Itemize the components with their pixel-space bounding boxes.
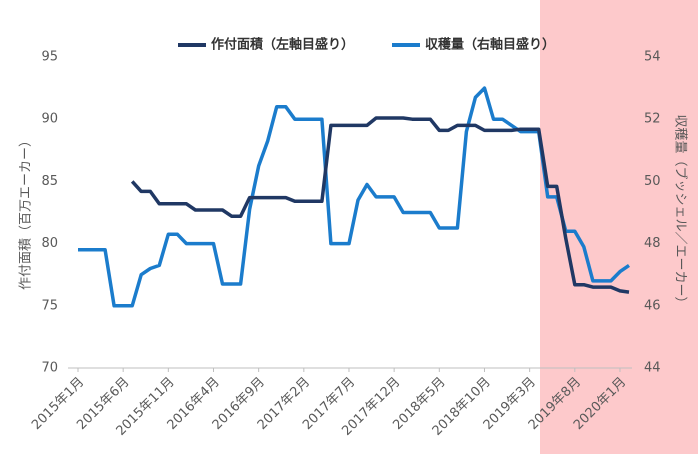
- y-tick-label: 85: [41, 174, 58, 189]
- y2-tick-label: 48: [644, 236, 661, 251]
- y-tick-label: 75: [41, 298, 58, 313]
- y2-tick-label: 50: [644, 174, 661, 189]
- y-tick-label: 90: [41, 112, 58, 127]
- y-tick-label: 80: [41, 236, 58, 251]
- y-axis-title: 作付面積（百万エーカー）: [19, 134, 34, 290]
- y-tick-label: 95: [41, 50, 58, 65]
- legend-label: 作付面積（左軸目盛り）: [211, 37, 354, 53]
- y2-axis-title: 収穫量（ブッシェル／エーカー）: [673, 114, 689, 309]
- y2-tick-label: 52: [644, 112, 661, 127]
- y2-tick-label: 54: [644, 50, 661, 65]
- series-line: [78, 86, 630, 308]
- series-line: [130, 116, 630, 294]
- legend-label: 収穫量（右軸目盛り）: [425, 37, 555, 53]
- y-tick-label: 70: [41, 361, 58, 376]
- y2-tick-label: 46: [644, 298, 661, 313]
- y2-tick-label: 44: [644, 361, 661, 376]
